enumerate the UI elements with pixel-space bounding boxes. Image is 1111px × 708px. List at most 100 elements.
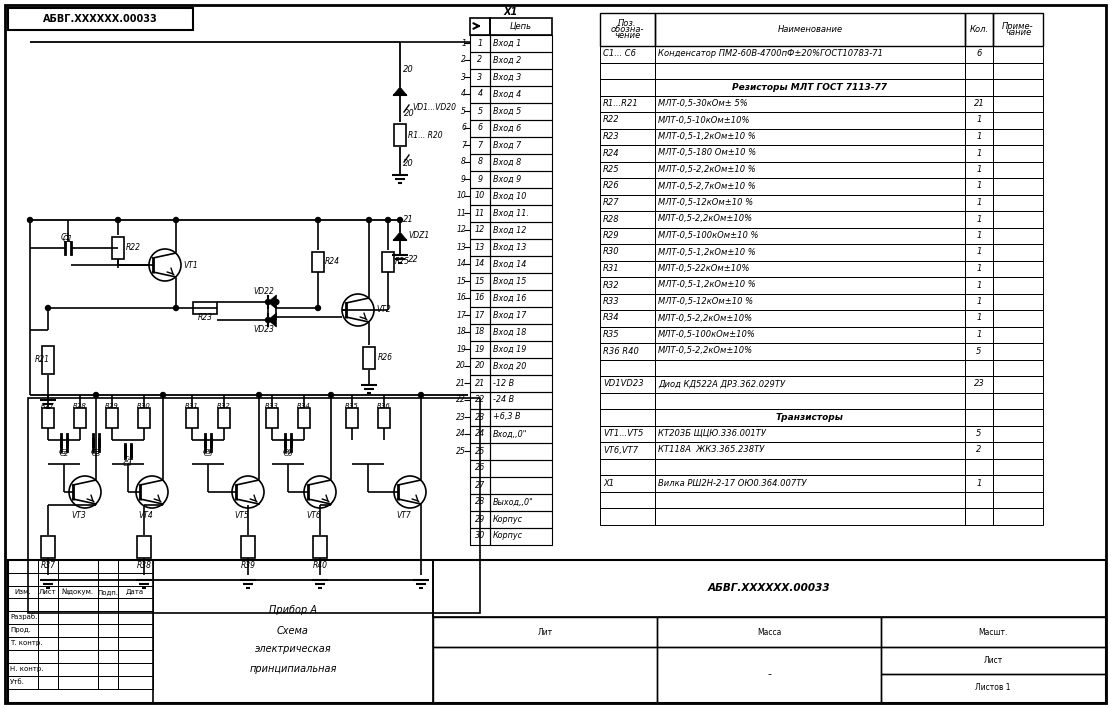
Bar (655, 277, 965, 294)
Text: X1: X1 (504, 7, 518, 17)
Text: Вход 7: Вход 7 (493, 140, 521, 149)
Bar (470, 18, 490, 35)
Text: 22: 22 (408, 256, 419, 265)
Text: МЛТ-0,5-10кОм±10%: МЛТ-0,5-10кОм±10% (658, 115, 751, 125)
Text: Изм.: Изм. (14, 589, 31, 595)
Text: 1: 1 (977, 115, 982, 125)
Text: МЛТ-0,5-2,2кОм±10%: МЛТ-0,5-2,2кОм±10% (658, 314, 753, 323)
Bar (600, 244, 655, 261)
Bar (965, 326, 993, 343)
Text: Диод КД522А ДР3.362.029ТУ: Диод КД522А ДР3.362.029ТУ (658, 379, 785, 389)
Bar (965, 277, 993, 294)
Bar (98, 560, 118, 573)
Bar (655, 409, 965, 426)
Bar (965, 491, 993, 508)
Text: 25: 25 (457, 447, 466, 455)
Text: Корпус: Корпус (493, 515, 523, 523)
Bar (118, 598, 153, 611)
Circle shape (274, 299, 279, 304)
Text: обозна-: обозна- (610, 25, 643, 34)
Bar (600, 261, 655, 277)
Bar (655, 211, 965, 227)
Bar (881, 647, 1105, 674)
Text: R34: R34 (603, 314, 620, 323)
Text: 5: 5 (977, 346, 982, 355)
Bar (470, 409, 490, 426)
Circle shape (28, 217, 32, 222)
Text: Разраб.: Разраб. (10, 614, 38, 620)
Circle shape (93, 392, 99, 397)
Text: Подп.: Подп. (98, 589, 119, 595)
Text: 10: 10 (474, 191, 486, 200)
Text: 11: 11 (474, 208, 486, 217)
Text: Вход 8: Вход 8 (493, 157, 521, 166)
Bar (993, 326, 1043, 343)
Bar (655, 442, 965, 459)
Text: 11: 11 (457, 208, 466, 217)
Bar (28, 398, 480, 613)
Circle shape (266, 299, 270, 304)
Bar (600, 79, 655, 96)
Text: 4: 4 (461, 89, 466, 98)
Bar (993, 475, 1043, 491)
Bar (600, 343, 655, 360)
Text: МЛТ-0,5-2,7кОм±10 %: МЛТ-0,5-2,7кОм±10 % (658, 181, 755, 190)
Text: 4: 4 (478, 89, 482, 98)
Text: 29: 29 (474, 515, 486, 523)
Bar (38, 586, 58, 598)
Bar (655, 178, 965, 195)
Bar (600, 459, 655, 475)
Text: R1...R21: R1...R21 (603, 99, 639, 108)
Text: МЛТ-0,5-1,2кОм±10 %: МЛТ-0,5-1,2кОм±10 % (658, 280, 755, 290)
Bar (118, 663, 153, 676)
Text: Вход 6: Вход 6 (493, 123, 521, 132)
Bar (881, 617, 1105, 647)
Text: Утб.: Утб. (10, 679, 24, 685)
Bar (42, 346, 54, 374)
Text: 8: 8 (478, 157, 482, 166)
Text: КТ118А  ЖК3.365.238ТУ: КТ118А ЖК3.365.238ТУ (658, 445, 764, 455)
Bar (490, 443, 552, 460)
Bar (993, 161, 1043, 178)
Text: 16: 16 (457, 294, 466, 302)
Bar (993, 310, 1043, 326)
Text: 1: 1 (977, 330, 982, 339)
Bar (993, 211, 1043, 227)
Circle shape (173, 217, 179, 222)
Text: 23: 23 (474, 413, 486, 421)
Bar (965, 145, 993, 161)
Bar (655, 475, 965, 491)
Text: 1: 1 (478, 38, 482, 47)
Bar (490, 86, 552, 103)
Text: R22: R22 (603, 115, 620, 125)
Text: Вход 12: Вход 12 (493, 226, 527, 234)
Bar (993, 128, 1043, 145)
Bar (394, 124, 406, 146)
Bar (490, 494, 552, 511)
Text: VT3: VT3 (71, 511, 87, 520)
Bar (41, 536, 56, 558)
Bar (8, 598, 38, 611)
Bar (965, 294, 993, 310)
Bar (490, 273, 552, 290)
Text: VT6,VT7: VT6,VT7 (603, 445, 638, 455)
Bar (965, 96, 993, 112)
Text: Вход 10: Вход 10 (493, 191, 527, 200)
Text: C5: C5 (203, 451, 212, 457)
Text: 25: 25 (474, 447, 486, 455)
Text: 15: 15 (474, 277, 486, 285)
Text: VT7: VT7 (397, 511, 411, 520)
Bar (965, 244, 993, 261)
Bar (38, 573, 58, 586)
Text: R25: R25 (396, 258, 410, 266)
Bar (490, 171, 552, 188)
Text: Масса: Масса (757, 628, 781, 636)
Bar (993, 195, 1043, 211)
Bar (382, 252, 394, 272)
Text: 2: 2 (478, 55, 482, 64)
Bar (470, 426, 490, 443)
Bar (993, 409, 1043, 426)
Bar (58, 560, 98, 573)
Text: C6: C6 (283, 449, 293, 455)
Text: C6: C6 (283, 451, 292, 457)
